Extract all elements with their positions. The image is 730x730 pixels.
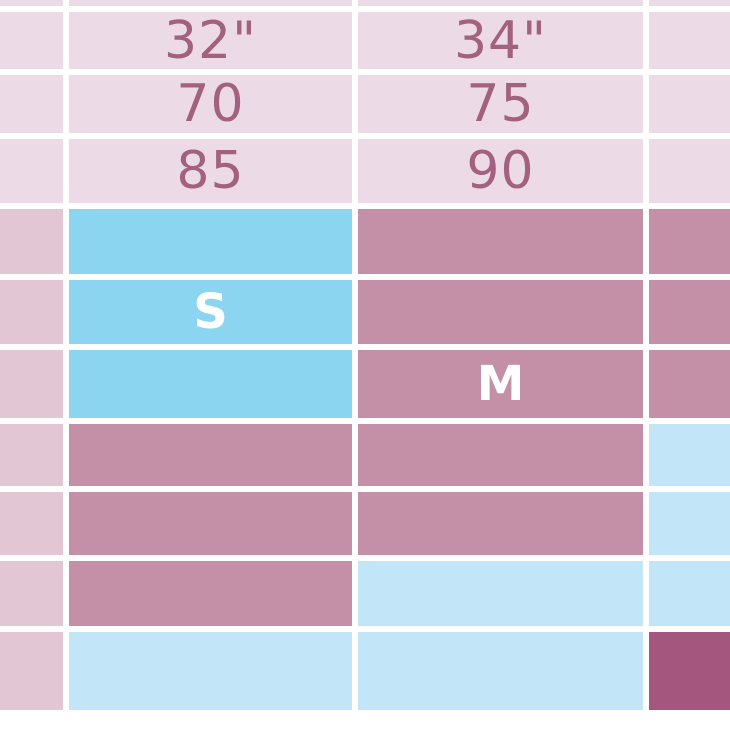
cell-r4c0 bbox=[0, 209, 63, 274]
cell-r0c1 bbox=[69, 0, 352, 6]
cell-r6c3 bbox=[649, 350, 730, 418]
cell-75: 75 bbox=[358, 75, 643, 133]
cell-70: 70 bbox=[69, 75, 352, 133]
cell-r2c3 bbox=[649, 75, 730, 133]
cell-r0c0 bbox=[0, 0, 63, 6]
cell-r9c3 bbox=[649, 561, 730, 626]
cell-r7c3 bbox=[649, 424, 730, 486]
cell-90: 90 bbox=[358, 139, 643, 203]
cell-r6c1 bbox=[69, 350, 352, 418]
cell-r1c3 bbox=[649, 12, 730, 69]
cell-r4c3 bbox=[649, 209, 730, 274]
cell-r7c0 bbox=[0, 424, 63, 486]
cell-r0c2 bbox=[358, 0, 643, 6]
cell-r10c1 bbox=[69, 632, 352, 710]
cell-r10c3 bbox=[649, 632, 730, 710]
cell-m: M bbox=[358, 350, 643, 418]
cell-r1c0 bbox=[0, 12, 63, 69]
cell-r10c2 bbox=[358, 632, 643, 710]
cell-r2c0 bbox=[0, 75, 63, 133]
cell-r4c2 bbox=[358, 209, 643, 274]
cell-r9c0 bbox=[0, 561, 63, 626]
cell-s: S bbox=[69, 280, 352, 344]
cell-85: 85 bbox=[69, 139, 352, 203]
cell-34in: 34" bbox=[358, 12, 643, 69]
cell-r3c3 bbox=[649, 139, 730, 203]
cell-r8c0 bbox=[0, 492, 63, 555]
cell-r3c0 bbox=[0, 139, 63, 203]
size-chart-table: 32" 34" 70 75 85 90 S M bbox=[0, 0, 730, 710]
cell-r5c0 bbox=[0, 280, 63, 344]
cell-r4c1 bbox=[69, 209, 352, 274]
cell-r6c0 bbox=[0, 350, 63, 418]
cell-r5c2 bbox=[358, 280, 643, 344]
cell-r10c0 bbox=[0, 632, 63, 710]
cell-r9c2 bbox=[358, 561, 643, 626]
cell-r7c1 bbox=[69, 424, 352, 486]
cell-r8c3 bbox=[649, 492, 730, 555]
cell-32in: 32" bbox=[69, 12, 352, 69]
cell-r8c2 bbox=[358, 492, 643, 555]
cell-r0c3 bbox=[649, 0, 730, 6]
cell-r7c2 bbox=[358, 424, 643, 486]
cell-r5c3 bbox=[649, 280, 730, 344]
cell-r8c1 bbox=[69, 492, 352, 555]
cell-r9c1 bbox=[69, 561, 352, 626]
